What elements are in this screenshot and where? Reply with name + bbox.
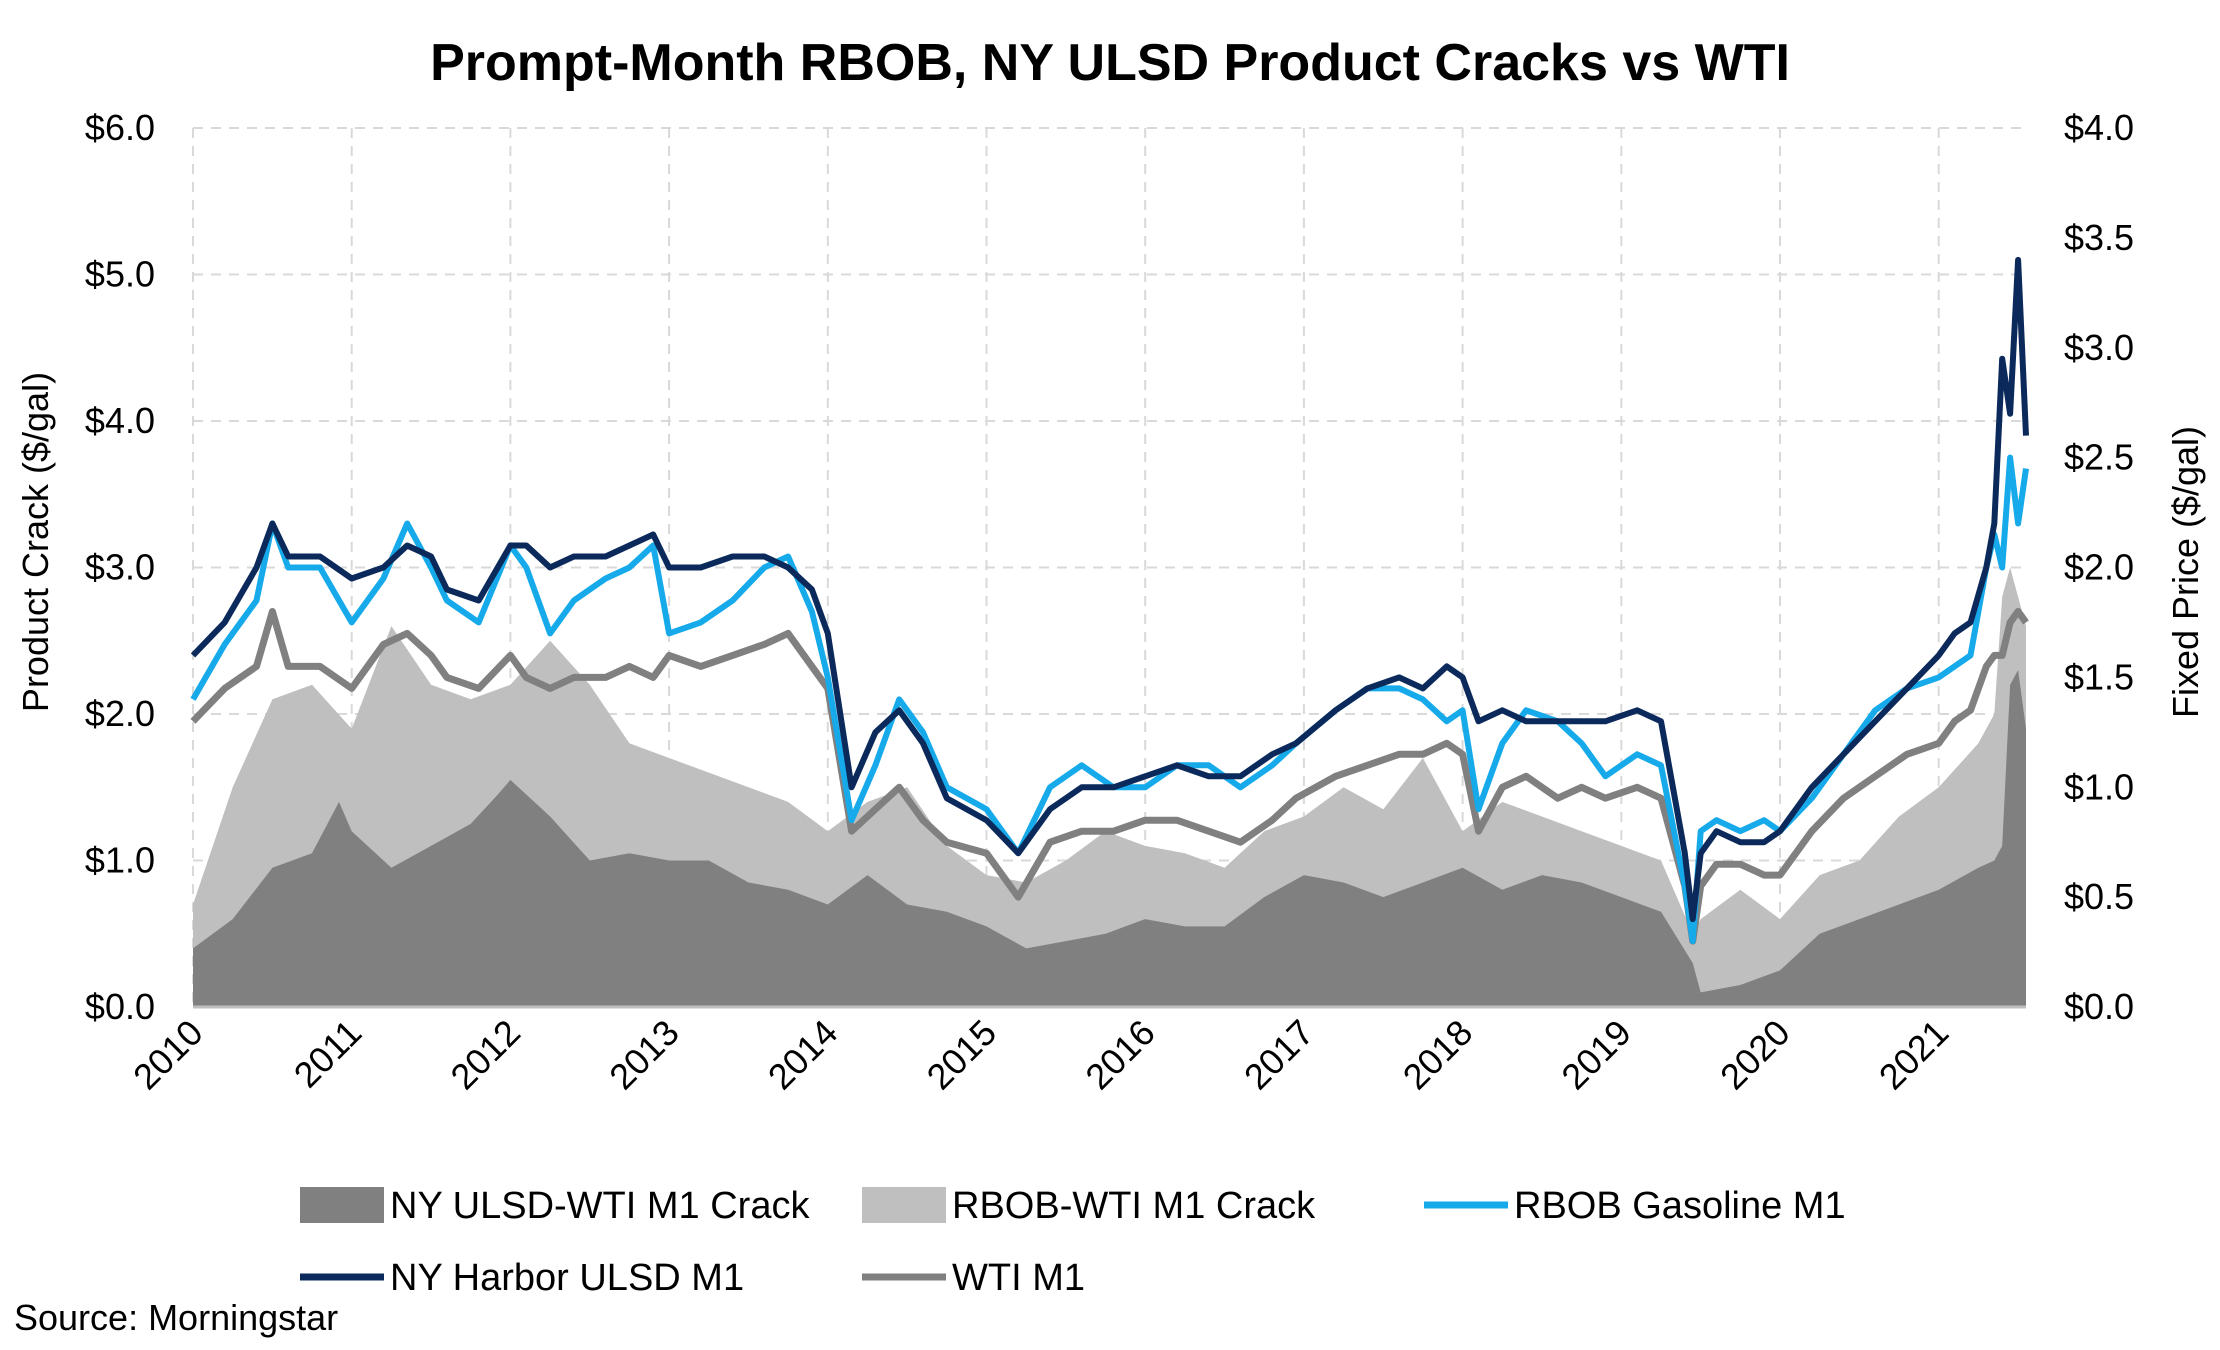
legend-item: NY Harbor ULSD M1	[300, 1257, 744, 1299]
x-tick-label: 2018	[1395, 1012, 1481, 1098]
x-axis-ticks: 2010 2011 2012 2013 2014 2015 2016 2017 2018 2019…	[125, 1012, 1956, 1098]
x-tick-label: 2016	[1077, 1012, 1163, 1098]
x-tick-label: 2014	[760, 1012, 846, 1098]
x-tick-label: 2015	[919, 1012, 1005, 1098]
right-tick-label: $2.5	[2064, 437, 2134, 478]
rbob-gasoline-m1-line	[190, 454, 2029, 945]
right-tick-label: $0.0	[2064, 986, 2134, 1027]
left-tick-label: $2.0	[85, 693, 155, 734]
legend-label: RBOB Gasoline M1	[1514, 1185, 1846, 1227]
left-axis-ticks: $0.0 $1.0 $2.0 $3.0 $4.0 $5.0 $6.0	[85, 107, 155, 1027]
ny-harbor-ulsd-m1-line	[190, 256, 2029, 923]
legend-item: RBOB Gasoline M1	[1424, 1185, 1846, 1227]
left-tick-label: $5.0	[85, 254, 155, 295]
x-tick-label: 2020	[1712, 1012, 1798, 1098]
right-tick-label: $3.5	[2064, 217, 2134, 258]
right-tick-label: $1.5	[2064, 656, 2134, 697]
x-tick-label: 2019	[1553, 1012, 1639, 1098]
y-axis-right-title: Fixed Price ($/gal)	[2165, 426, 2206, 718]
x-tick-label: 2012	[442, 1012, 528, 1098]
source-note: Source: Morningstar	[14, 1297, 338, 1338]
legend-label: WTI M1	[952, 1257, 1085, 1299]
left-tick-label: $4.0	[85, 400, 155, 441]
right-tick-label: $3.0	[2064, 327, 2134, 368]
x-tick-label: 2021	[1871, 1012, 1957, 1098]
area-layer	[193, 567, 2026, 1007]
legend-label: NY Harbor ULSD M1	[390, 1257, 744, 1299]
left-tick-label: $0.0	[85, 986, 155, 1027]
left-tick-label: $6.0	[85, 107, 155, 148]
ny-ulsd-wti-m1-crack-area	[193, 670, 2026, 1007]
x-tick-label: 2011	[286, 1012, 370, 1096]
legend-swatch	[862, 1187, 946, 1223]
left-tick-label: $1.0	[85, 840, 155, 881]
legend-label: NY ULSD-WTI M1 Crack	[390, 1185, 810, 1227]
right-tick-label: $2.0	[2064, 547, 2134, 588]
wti-m1-line	[190, 608, 2029, 945]
right-axis-ticks: $0.0 $0.5 $1.0 $1.5 $2.0 $2.5 $3.0 $3.5 $4.0	[2064, 107, 2134, 1027]
x-tick-label: 2017	[1236, 1012, 1322, 1098]
legend-swatch	[300, 1187, 384, 1223]
chart-title: Prompt-Month RBOB, NY ULSD Product Crack…	[430, 34, 1790, 92]
legend-label: RBOB-WTI M1 Crack	[952, 1185, 1316, 1227]
right-tick-label: $4.0	[2064, 107, 2134, 148]
y-axis-left-title: Product Crack ($/gal)	[15, 372, 56, 712]
left-tick-label: $3.0	[85, 547, 155, 588]
legend-item: RBOB-WTI M1 Crack	[862, 1185, 1316, 1227]
x-tick-label: 2013	[601, 1012, 687, 1098]
legend: NY ULSD-WTI M1 Crack RBOB-WTI M1 Crack RBO…	[300, 1185, 1846, 1299]
right-tick-label: $0.5	[2064, 876, 2134, 917]
legend-item: WTI M1	[862, 1257, 1085, 1299]
line-layer	[190, 256, 2029, 945]
right-tick-label: $1.0	[2064, 766, 2134, 807]
legend-item: NY ULSD-WTI M1 Crack	[300, 1185, 810, 1227]
